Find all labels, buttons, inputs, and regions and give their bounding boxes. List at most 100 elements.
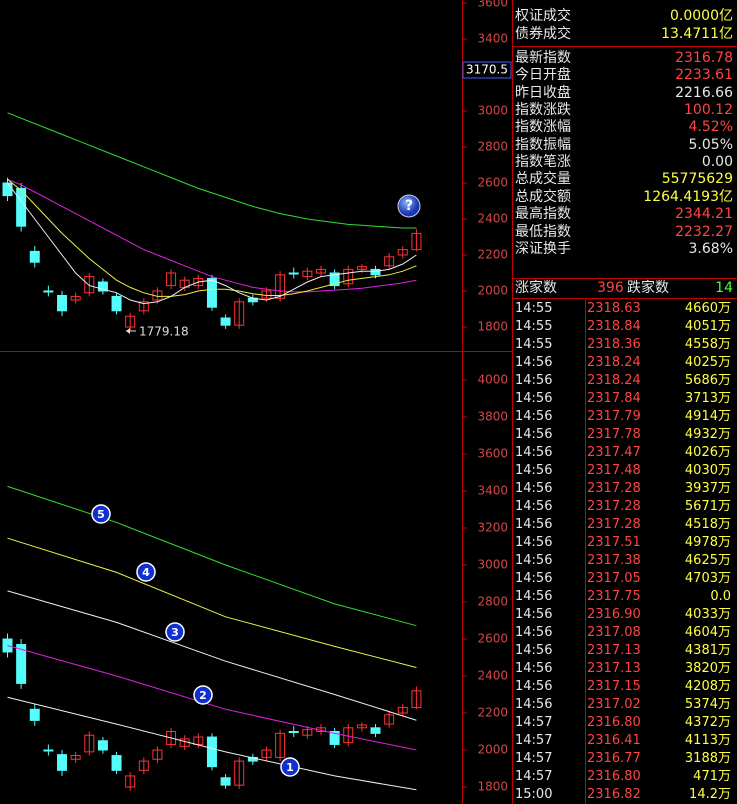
separator — [513, 298, 737, 299]
help-icon[interactable] — [397, 194, 421, 218]
stat-value: 13.4711亿 — [661, 26, 733, 42]
tick-volume: 5671万 — [684, 499, 731, 514]
y-tick-label: 3600 — [477, 447, 508, 461]
stat-row: 昨日收盘 2216.66 — [513, 84, 735, 102]
tick-time: 14:56 — [515, 409, 553, 424]
tick-volume: 4033万 — [684, 607, 731, 622]
tick-time: 14:57 — [515, 715, 553, 730]
stat-value: 0.00 — [701, 154, 733, 171]
tick-volume: 4932万 — [684, 427, 731, 442]
tick-row: 14:56 2318.24 5686万 — [513, 372, 735, 390]
tick-row: 14:56 2317.28 5671万 — [513, 498, 735, 516]
tick-row: 15:00 2316.82 14.2万 — [513, 786, 735, 804]
tick-row: 14:56 2317.08 4604万 — [513, 624, 735, 642]
line-marker — [193, 685, 213, 705]
stat-label: 今日开盘 — [515, 67, 571, 84]
tick-price: 2316.80 — [587, 769, 641, 784]
line-marker-label: 2 — [199, 689, 207, 702]
tick-time: 14:56 — [515, 697, 553, 712]
ma-line — [7, 696, 417, 791]
tick-price: 2316.80 — [587, 715, 641, 730]
tick-row: 14:56 2317.28 3937万 — [513, 480, 735, 498]
ma-line — [7, 112, 417, 229]
tick-price: 2317.28 — [587, 499, 641, 514]
tick-price: 2317.47 — [587, 445, 641, 460]
stat-label: 债券成交 — [515, 26, 571, 42]
up-count: 396 — [597, 280, 624, 296]
tick-volume: 471万 — [693, 769, 731, 784]
line-marker-label: 5 — [97, 508, 105, 521]
tick-time: 14:56 — [515, 445, 553, 460]
stat-label: 昨日收盘 — [515, 84, 571, 101]
tick-time: 14:56 — [515, 643, 553, 658]
y-tick-label: 2400 — [477, 669, 508, 683]
stat-label: 总成交额 — [515, 188, 571, 205]
ma-line — [7, 644, 417, 751]
y-tick-label: 3400 — [477, 484, 508, 498]
ma-line — [7, 179, 417, 297]
tick-price: 2317.48 — [587, 463, 641, 478]
tick-time: 14:56 — [515, 391, 553, 406]
tick-row: 14:56 2317.38 4625万 — [513, 552, 735, 570]
tick-price: 2317.38 — [587, 553, 641, 568]
line-marker-label: 1 — [286, 761, 294, 774]
tick-row: 14:56 2317.13 4381万 — [513, 642, 735, 660]
tick-time: 14:56 — [515, 607, 553, 622]
line-marker — [136, 562, 156, 582]
tick-volume: 4372万 — [684, 715, 731, 730]
y-tick-label: 1800 — [477, 780, 508, 794]
y-tick-label: 2800 — [477, 140, 508, 154]
line-marker-label: 4 — [142, 566, 150, 579]
ma-line — [7, 178, 417, 293]
tick-time: 14:56 — [515, 679, 553, 694]
tick-price: 2316.77 — [587, 751, 641, 766]
breadth-row: 涨家数 396 跌家数 14 — [513, 279, 735, 297]
tick-time: 14:55 — [515, 319, 553, 334]
help-text[interactable]: ? — [405, 198, 413, 214]
tick-volume: 3188万 — [684, 751, 731, 766]
low-label: 1779.18 — [139, 325, 189, 339]
tick-row: 14:56 2317.78 4932万 — [513, 426, 735, 444]
y-tick-label: 2800 — [477, 595, 508, 609]
stat-row: 指数振幅 5.05% — [513, 136, 735, 154]
tick-price: 2317.78 — [587, 427, 641, 442]
tick-time: 14:56 — [515, 553, 553, 568]
stat-label: 指数笔涨 — [515, 154, 571, 171]
kline-chart: 1800 2000 2200 2400 2600 2800 3000 3200 3400 3600… — [0, 0, 513, 804]
ma-line — [7, 182, 417, 305]
line-marker — [280, 757, 300, 777]
tick-time: 14:57 — [515, 751, 553, 766]
tick-row: 14:56 2318.24 4025万 — [513, 354, 735, 372]
tick-volume: 4558万 — [684, 337, 731, 352]
tick-volume: 14.2万 — [689, 787, 731, 802]
tick-time: 14:56 — [515, 499, 553, 514]
tick-row: 14:56 2317.13 3820万 — [513, 660, 735, 678]
tick-time: 14:56 — [515, 481, 553, 496]
tick-volume: 3820万 — [684, 661, 731, 676]
tick-volume: 4208万 — [684, 679, 731, 694]
tick-time: 14:56 — [515, 517, 553, 532]
tick-time: 14:57 — [515, 769, 553, 784]
tick-time: 14:56 — [515, 535, 553, 550]
tick-price: 2318.63 — [587, 301, 641, 316]
tick-row: 14:55 2318.63 4660万 — [513, 300, 735, 318]
stat-label: 最新指数 — [515, 50, 571, 66]
stat-label: 深证换手 — [515, 240, 571, 257]
tick-row: 14:55 2318.36 4558万 — [513, 336, 735, 354]
stat-value: 100.12 — [684, 102, 733, 119]
tick-time: 14:55 — [515, 301, 553, 316]
tick-row: 14:56 2317.15 4208万 — [513, 678, 735, 696]
stat-row: 总成交量 55775629 — [513, 170, 735, 188]
tick-time: 14:56 — [515, 661, 553, 676]
tick-volume: 4518万 — [684, 517, 731, 532]
y-tick-label: 3800 — [477, 410, 508, 424]
stat-label: 指数涨跌 — [515, 102, 571, 119]
y-tick-label: 2400 — [477, 212, 508, 226]
stat-row: 指数涨跌 100.12 — [513, 101, 735, 119]
stat-row: 权证成交 0.0000亿 — [513, 7, 735, 25]
tick-price: 2317.28 — [587, 517, 641, 532]
ma-line — [7, 485, 417, 627]
cursor-price: 3170.5 — [466, 63, 508, 77]
tick-price: 2317.51 — [587, 535, 641, 550]
stat-row: 今日开盘 2233.61 — [513, 66, 735, 84]
